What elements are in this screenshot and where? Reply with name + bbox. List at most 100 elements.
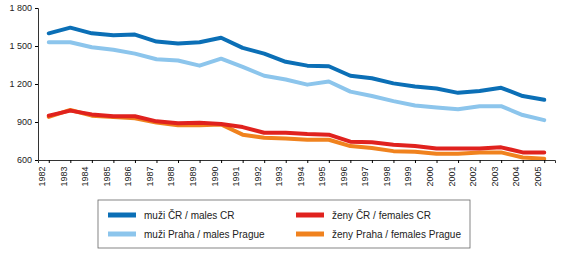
legend-item: ženy Praha / females Prague [296, 229, 461, 240]
legend-label: muži Praha / males Prague [144, 229, 265, 240]
y-tick-mark [35, 84, 38, 85]
x-tick-label: 2000 [425, 167, 435, 187]
x-tick-mark [243, 160, 244, 163]
x-tick-label: 1984 [80, 167, 90, 187]
x-tick: 1987 [145, 160, 157, 187]
x-tick-label: 1998 [382, 167, 392, 187]
y-tick-mark [35, 160, 38, 161]
x-tick: 2005 [533, 160, 545, 187]
x-tick-mark [156, 160, 157, 163]
x-tick-label: 2004 [511, 167, 521, 187]
legend-label: ženy ČR / females CR [332, 209, 431, 221]
y-tick-label: 600 [17, 155, 32, 165]
x-tick-mark [458, 160, 459, 163]
x-tick-label: 1986 [123, 167, 133, 187]
legend-label: ženy Praha / females Prague [332, 229, 461, 240]
x-tick: 1989 [188, 160, 200, 187]
x-tick: 2001 [447, 160, 459, 187]
x-tick-label: 2001 [447, 167, 457, 187]
y-tick-label: 900 [17, 117, 32, 127]
y-axis-line [35, 9, 39, 161]
x-tick-label: 2003 [490, 167, 500, 187]
x-tick-mark [286, 160, 287, 163]
x-tick-label: 1996 [339, 167, 349, 187]
x-tick: 2004 [511, 160, 523, 187]
x-tick-mark [135, 160, 136, 163]
series-line [49, 42, 544, 120]
x-tick: 1986 [123, 160, 135, 187]
x-tick-label: 1993 [274, 167, 284, 187]
y-tick: 1 800 [9, 3, 38, 13]
x-tick: 2000 [425, 160, 437, 187]
x-tick-label: 1999 [403, 167, 413, 187]
x-tick: 1984 [80, 160, 92, 187]
chart: 600 900 1 200 1 500 1 800 1982 1983 1984 1985 198… [0, 0, 561, 254]
x-tick-mark [329, 160, 330, 163]
legend-item: ženy ČR / females CR [296, 209, 431, 221]
x-tick: 1996 [339, 160, 351, 187]
x-tick: 1994 [296, 160, 308, 187]
series-line [49, 110, 544, 159]
x-tick-label: 1987 [145, 167, 155, 187]
x-tick: 1990 [210, 160, 222, 187]
x-tick-label: 1982 [37, 167, 47, 187]
y-tick-label: 1 500 [9, 41, 32, 51]
x-tick-mark [393, 160, 394, 163]
x-tick-label: 1992 [253, 167, 263, 187]
x-tick-label: 1989 [188, 167, 198, 187]
legend-label: muži ČR / males CR [144, 209, 235, 221]
legend-swatch [108, 232, 136, 237]
x-tick: 1995 [317, 160, 329, 187]
x-tick-mark [113, 160, 114, 163]
x-tick: 1983 [59, 160, 71, 187]
y-tick-mark [35, 122, 38, 123]
y-axis: 600 900 1 200 1 500 1 800 [9, 3, 38, 165]
x-tick-mark [350, 160, 351, 163]
x-tick-label: 1997 [360, 167, 370, 187]
x-tick: 1988 [166, 160, 178, 187]
y-tick: 1 500 [9, 41, 38, 51]
x-tick-mark [221, 160, 222, 163]
x-tick-label: 1995 [317, 167, 327, 187]
x-tick: 1982 [37, 160, 49, 187]
x-tick-mark [480, 160, 481, 163]
legend-frame [98, 200, 470, 248]
x-axis-line [39, 161, 556, 164]
x-tick: 2003 [490, 160, 502, 187]
x-tick-mark [415, 160, 416, 163]
legend-swatch [296, 232, 324, 237]
y-tick-label: 1 800 [9, 3, 32, 13]
x-tick: 1991 [231, 160, 243, 187]
x-tick-mark [372, 160, 373, 163]
y-tick-mark [35, 46, 38, 47]
x-tick-mark [264, 160, 265, 163]
x-tick-label: 1991 [231, 167, 241, 187]
x-tick-mark [200, 160, 201, 163]
y-tick: 1 200 [9, 79, 38, 89]
lines [49, 28, 544, 159]
x-tick-mark [523, 160, 524, 163]
x-tick: 2002 [468, 160, 480, 187]
x-tick-label: 2002 [468, 167, 478, 187]
x-tick-mark [92, 160, 93, 163]
legend-item: muži Praha / males Prague [108, 229, 265, 240]
series-line [49, 111, 544, 153]
x-tick-label: 1988 [166, 167, 176, 187]
series-line [49, 28, 544, 100]
legend-swatch [296, 213, 324, 218]
x-tick-mark [178, 160, 179, 163]
x-tick: 1997 [360, 160, 372, 187]
x-tick-label: 2005 [533, 167, 543, 187]
x-tick: 1998 [382, 160, 394, 187]
x-tick: 1999 [403, 160, 415, 187]
x-tick-mark [544, 160, 545, 163]
x-tick-label: 1990 [210, 167, 220, 187]
x-tick-label: 1985 [102, 167, 112, 187]
x-tick-label: 1983 [59, 167, 69, 187]
legend: muži ČR / males CR muži Praha / males Pra… [98, 200, 470, 248]
x-tick-mark [49, 160, 50, 163]
x-tick: 1992 [253, 160, 265, 187]
x-tick-mark [307, 160, 308, 163]
y-tick-mark [35, 8, 38, 9]
x-tick-mark [501, 160, 502, 163]
